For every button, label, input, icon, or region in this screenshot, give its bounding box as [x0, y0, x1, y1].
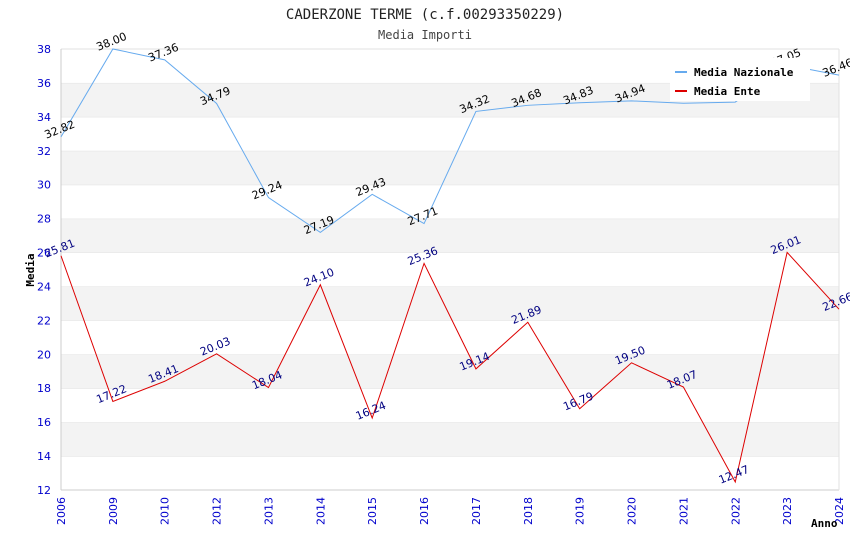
- x-tick-label: 2023: [781, 497, 794, 525]
- x-tick-label: 2013: [262, 497, 275, 525]
- x-axis-label: Anno: [811, 517, 838, 530]
- grid-band: [61, 252, 839, 287]
- y-tick-label: 18: [37, 382, 51, 395]
- x-tick-label: 2020: [626, 497, 639, 525]
- y-tick-label: 38: [37, 43, 51, 56]
- y-tick-label: 36: [37, 77, 51, 90]
- grid-band: [61, 218, 839, 253]
- y-tick-label: 30: [37, 179, 51, 192]
- x-tick-label: 2017: [470, 497, 483, 525]
- series-lines: [60, 48, 840, 484]
- y-tick-label: 28: [37, 213, 51, 226]
- y-tick-label: 16: [37, 416, 51, 429]
- chart-title: CADERZONE TERME (c.f.00293350229): [286, 7, 564, 23]
- grid-band: [61, 320, 839, 355]
- y-tick-label: 14: [37, 450, 51, 463]
- legend: Media Nazionale Media Ente: [670, 58, 810, 101]
- x-tick-label: 2015: [366, 497, 379, 525]
- y-tick-label: 26: [37, 247, 51, 260]
- y-tick-labels: 12 14 16 18 20 22 24 26 28 30 32 34 36 38: [37, 43, 51, 497]
- grid-band: [61, 354, 839, 389]
- x-tick-label: 2019: [574, 497, 587, 525]
- x-tick-label: 2012: [211, 497, 224, 525]
- chart-subtitle: Media Importi: [378, 28, 472, 42]
- x-tick-label: 2018: [522, 497, 535, 525]
- y-tick-label: 20: [37, 348, 51, 361]
- legend-box: [670, 58, 810, 101]
- axes: [60, 49, 840, 491]
- x-tick-label: 2016: [418, 497, 431, 525]
- series-line-media-ente: [60, 251, 840, 484]
- legend-label: Media Ente: [694, 85, 761, 98]
- series-line-media-nazionale: [60, 48, 840, 233]
- x-tick-label: 2010: [159, 497, 172, 525]
- y-tick-label: 24: [37, 280, 51, 293]
- grid-bands: [61, 48, 839, 490]
- x-tick-label: 2021: [677, 497, 690, 525]
- x-tick-label: 2006: [55, 497, 68, 525]
- x-tick-label: 2024: [833, 497, 846, 525]
- x-tick-label: 2009: [107, 497, 120, 525]
- grid-band: [61, 116, 839, 151]
- y-tick-label: 32: [37, 145, 51, 158]
- grid-band: [61, 286, 839, 321]
- legend-label: Media Nazionale: [694, 66, 794, 79]
- y-tick-label: 34: [37, 111, 51, 124]
- grid-band: [61, 184, 839, 219]
- grid-band: [61, 388, 839, 423]
- y-axis-label: Media: [24, 253, 37, 286]
- y-tick-label: 22: [37, 314, 51, 327]
- x-tick-label: 2014: [314, 497, 327, 525]
- x-tick-label: 2022: [729, 497, 742, 525]
- grid-band: [61, 456, 839, 490]
- y-tick-label: 12: [37, 484, 51, 497]
- grid-band: [61, 422, 839, 457]
- x-tick-labels: 2006 2009 2010 2012 2013 2014 2015 2016 2017 2018…: [55, 497, 846, 525]
